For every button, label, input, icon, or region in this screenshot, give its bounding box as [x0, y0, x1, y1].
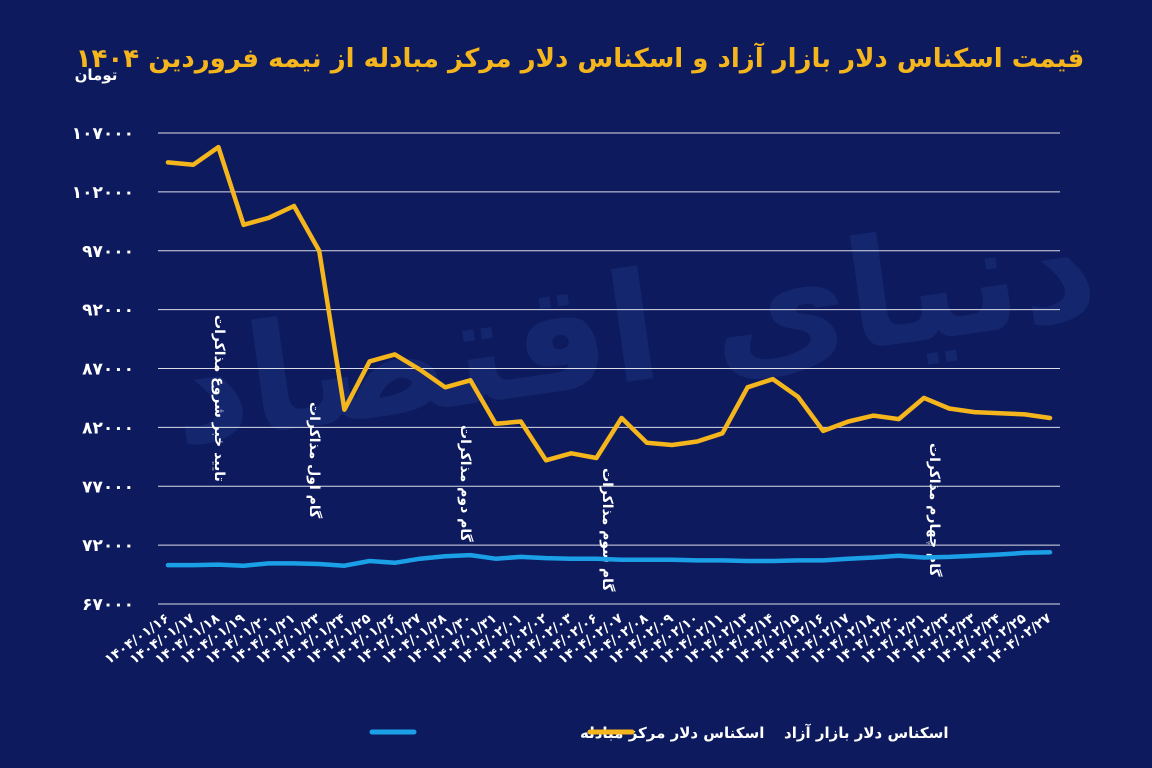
watermark: دنیای اقتصاد [159, 178, 1107, 480]
legend: اسکناس دلار مرکز مبادله اسکناس دلار بازا… [369, 724, 949, 742]
y-tick-label: ۱۰۲۰۰۰ [72, 183, 134, 203]
x-axis-ticks: ۱۴۰۴/۰۱/۱۶۱۴۰۴/۰۱/۱۷۱۴۰۴/۰۱/۱۸۱۴۰۴/۰۱/۱۹… [102, 610, 1055, 668]
grid-lines [158, 132, 1060, 605]
annotation-label: گام سوم مذاکرات [599, 468, 616, 592]
y-axis-ticks: ۱۰۷۰۰۰ ۱۰۲۰۰۰ ۹۷۰۰۰ ۹۲۰۰۰ ۸۷۰۰۰ ۸۲۰۰۰ ۷۷۰۰۰ ۷۲۰… [72, 124, 134, 615]
series-line-free-market [165, 144, 1053, 463]
y-tick-label: ۷۲۰۰۰ [82, 536, 134, 556]
series-lines [165, 144, 1053, 568]
y-tick-label: ۸۲۰۰۰ [82, 418, 134, 438]
series-line-exchange-center [165, 549, 1053, 568]
y-tick-label: ۹۲۰۰۰ [82, 301, 134, 321]
annotation-label: گام اول مذاکرات [306, 402, 323, 519]
annotation-label: گام دوم مذاکرات [457, 425, 474, 543]
legend-label-free-market: اسکناس دلار بازار آزاد [784, 724, 949, 742]
y-tick-label: ۷۷۰۰۰ [82, 477, 134, 497]
y-tick-label: ۹۷۰۰۰ [82, 242, 134, 262]
y-tick-label: ۱۰۷۰۰۰ [72, 124, 134, 144]
y-tick-label: ۶۷۰۰۰ [82, 595, 134, 615]
y-axis-label: تومان [75, 66, 118, 84]
chart-title: قیمت اسکناس دلار بازار آزاد و اسکناس دلا… [76, 42, 1085, 74]
annotation-label: گام چهارم مذاکرات [926, 443, 943, 577]
legend-label-exchange-center: اسکناس دلار مرکز مبادله [580, 724, 764, 742]
y-tick-label: ۸۷۰۰۰ [82, 360, 134, 380]
annotation-label: تایید خبر شروع مذاکرات [211, 315, 227, 482]
